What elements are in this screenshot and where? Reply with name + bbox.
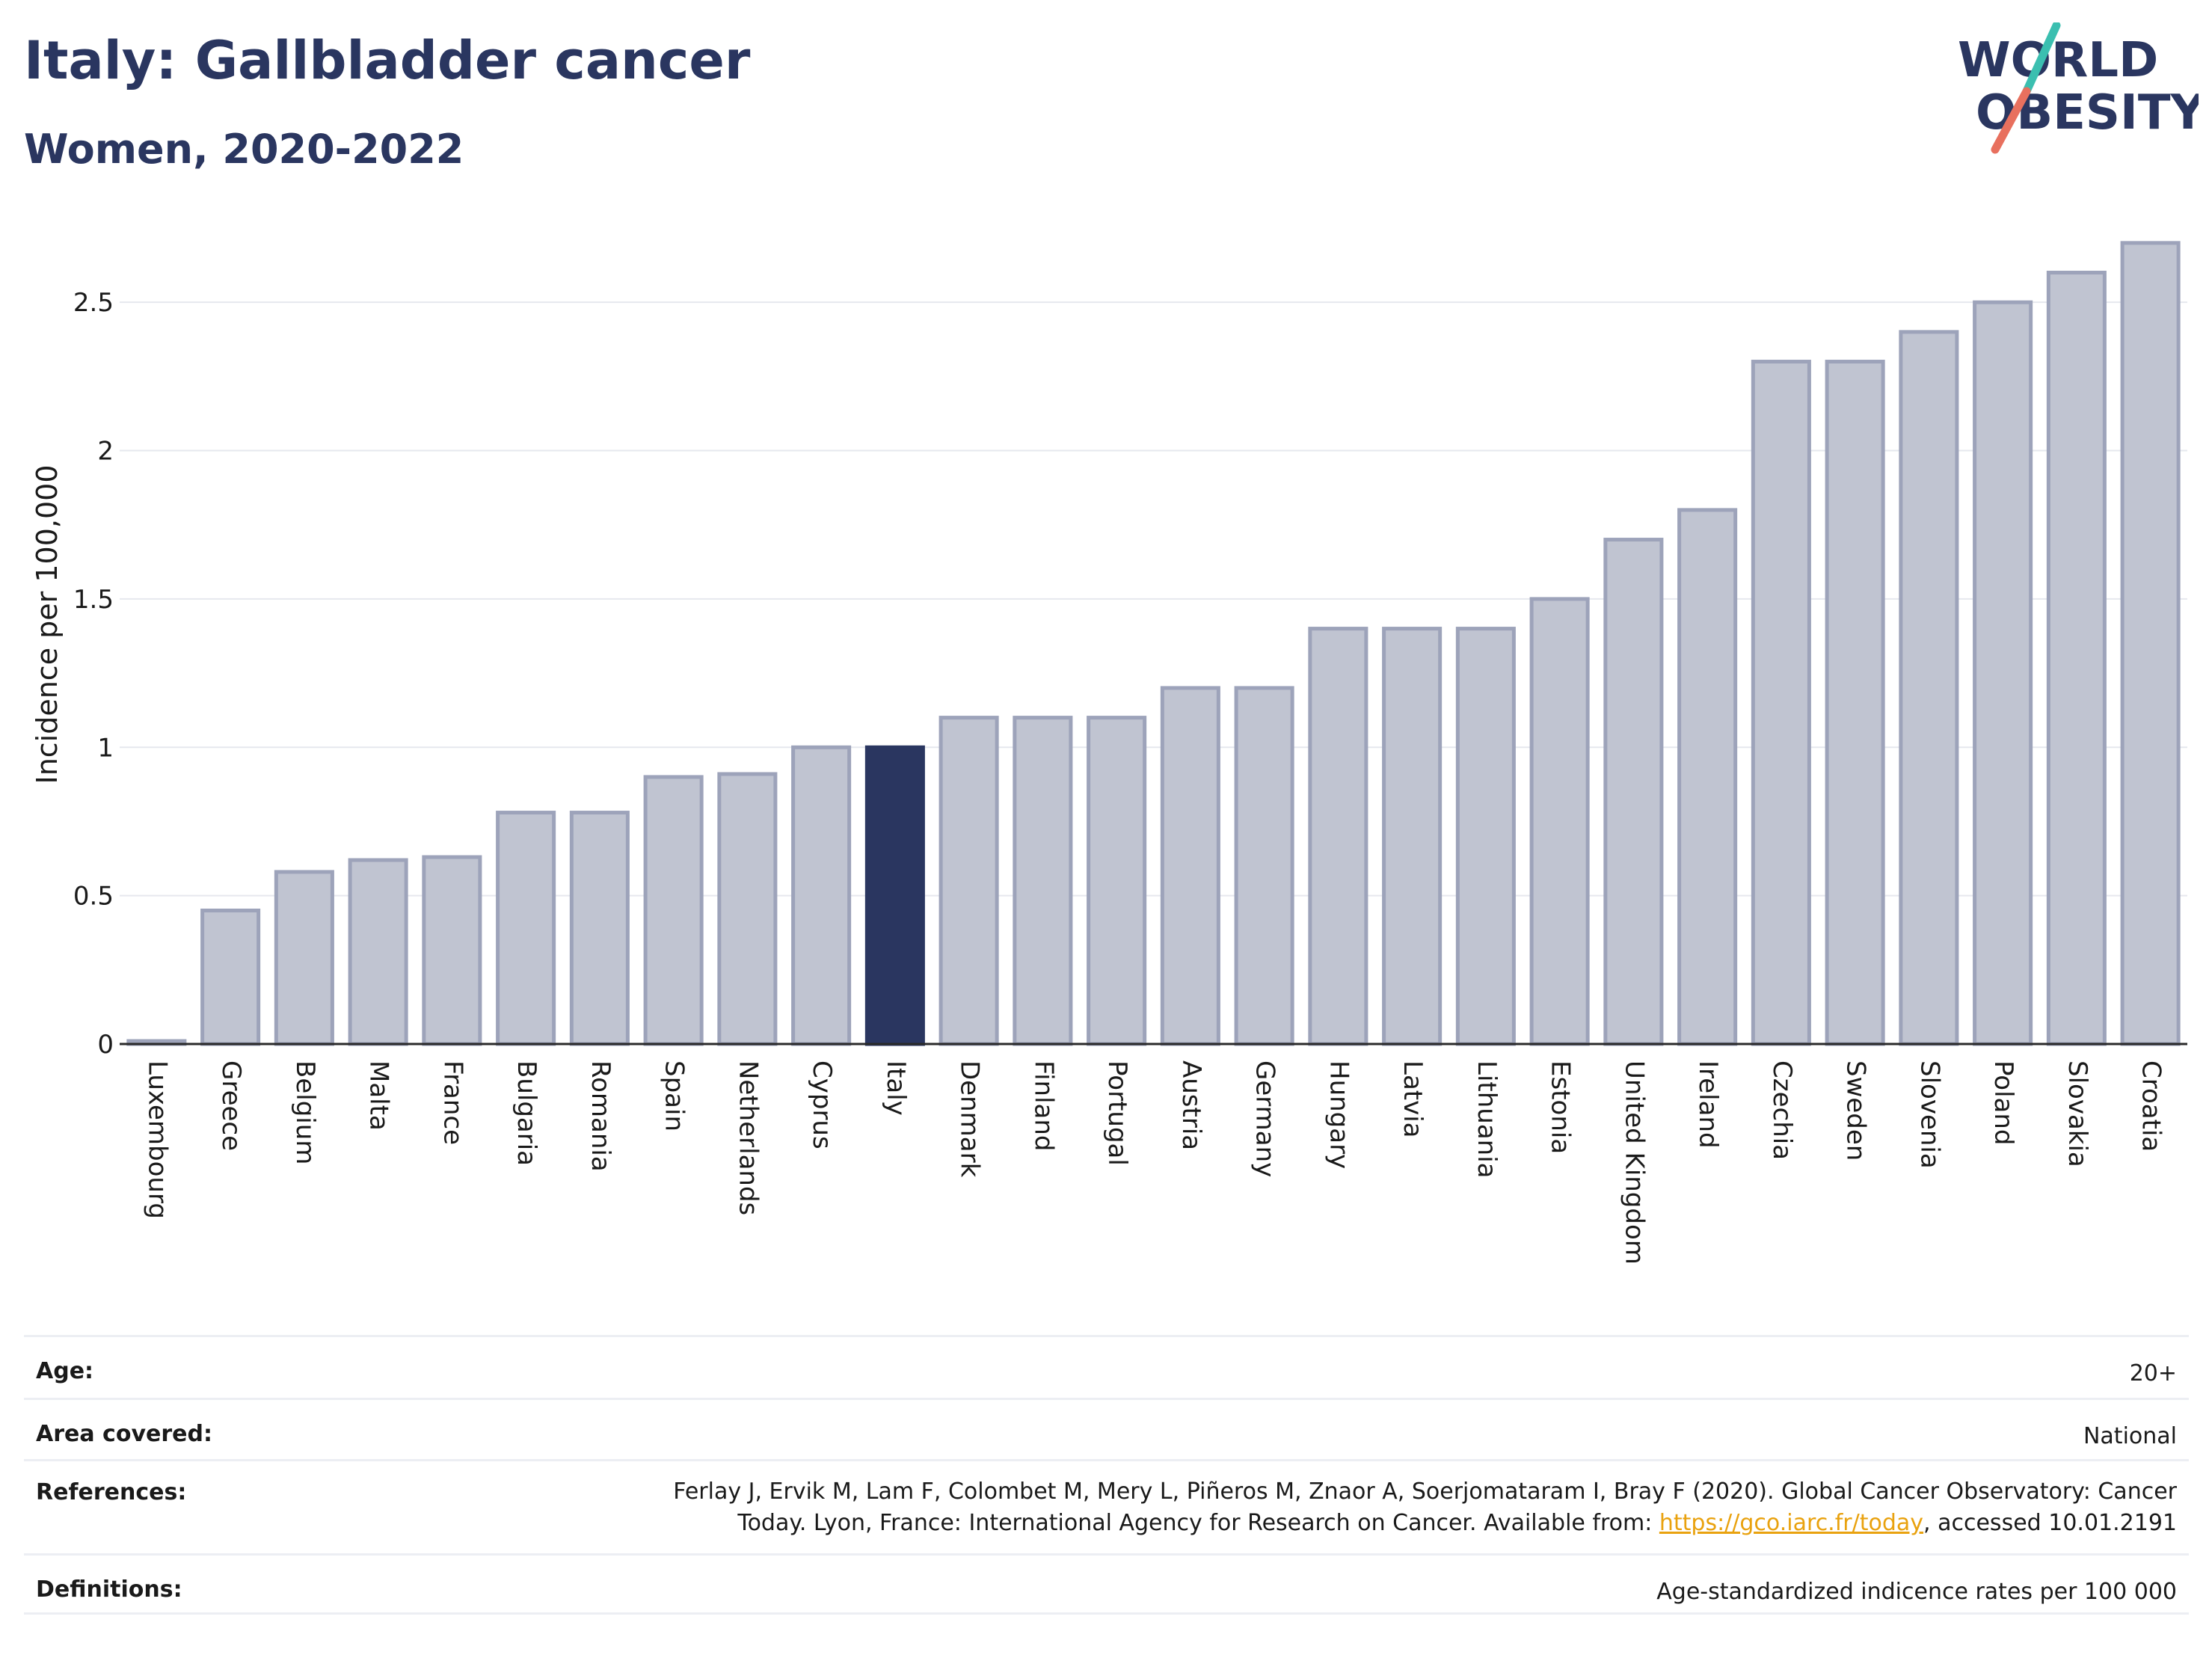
references-value: Ferlay J, Ervik M, Lam F, Colombet M, Me… [673, 1476, 2177, 1539]
x-tick-label: Poland [1988, 1060, 2018, 1146]
bar-estonia [1529, 597, 1590, 1046]
x-tick-labels: Luxembourg Greece Belgium Malta France Bulgar… [142, 1060, 2166, 1265]
bar-croatia [2120, 241, 2181, 1046]
bar-slovenia [1899, 330, 1959, 1046]
bars [126, 241, 2181, 1046]
x-tick-label: Latvia [1398, 1060, 1428, 1138]
bar-malta [348, 858, 408, 1046]
x-tick-label: Italy [881, 1060, 911, 1116]
logo-slash-coral [1991, 87, 2031, 154]
x-tick-label: Portugal [1102, 1060, 1132, 1166]
bar-denmark [938, 716, 999, 1046]
x-tick-label: Estonia [1546, 1060, 1576, 1154]
definitions-label: Definitions: [36, 1576, 182, 1603]
bar-czechia [1751, 360, 1811, 1046]
x-tick-label: Czechia [1767, 1060, 1797, 1160]
x-tick-label: France [437, 1060, 467, 1145]
bar-greece [200, 908, 261, 1046]
chart-title: Italy: Gallbladder cancer [24, 30, 751, 91]
bar-ireland [1677, 508, 1738, 1046]
y-tick-label: 0.5 [73, 882, 114, 912]
bar-netherlands [717, 772, 778, 1046]
bar-france [422, 855, 482, 1046]
y-tick-labels: 0 0.5 1 1.5 2 2.5 [73, 288, 114, 1060]
x-tick-label: Slovenia [1914, 1060, 1944, 1169]
bar-united-kingdom [1603, 538, 1664, 1046]
x-tick-label: Luxembourg [142, 1060, 172, 1219]
bar-chart: 0 0.5 1 1.5 2 2.5 Incidence per 100,000 Luxem… [31, 241, 2187, 1265]
info-row-age: Age: 20+ [24, 1335, 2189, 1398]
y-axis-label: Incidence per 100,000 [31, 464, 64, 784]
bar-spain [643, 775, 704, 1046]
bar-bulgaria [496, 811, 556, 1046]
logo-text-world: WORLD [1958, 33, 2158, 88]
x-tick-label: Croatia [2136, 1060, 2166, 1152]
bar-sweden [1825, 360, 1885, 1046]
bar-italy [864, 745, 925, 1046]
x-tick-label: Belgium [290, 1060, 320, 1164]
bar-belgium [274, 870, 334, 1046]
x-tick-label: Sweden [1841, 1060, 1871, 1161]
y-tick-label: 2 [97, 437, 114, 467]
x-tick-label: Bulgaria [511, 1060, 541, 1166]
area-value: National [2083, 1423, 2177, 1449]
logo-slash-teal [2022, 22, 2061, 96]
bar-latvia [1382, 627, 1443, 1046]
bar-hungary [1308, 627, 1368, 1046]
info-row-references: References: Ferlay J, Ervik M, Lam F, Co… [24, 1459, 2189, 1553]
x-tick-label: Slovakia [2062, 1060, 2092, 1167]
references-line2-prefix: Today. Lyon, France: International Agenc… [737, 1510, 1659, 1536]
y-tick-label: 1 [97, 733, 114, 763]
y-tick-label: 1.5 [73, 585, 114, 615]
age-label: Age: [36, 1358, 94, 1384]
x-tick-label: Lithuania [1472, 1060, 1502, 1178]
x-tick-label: Ireland [1693, 1060, 1723, 1149]
x-tick-label: Malta [364, 1060, 394, 1131]
chart-subtitle: Women, 2020-2022 [24, 126, 464, 173]
info-row-definitions: Definitions: Age-standardized indicence … [24, 1553, 2189, 1615]
bar-lithuania [1455, 627, 1516, 1046]
references-link[interactable]: https://gco.iarc.fr/today [1659, 1510, 1924, 1536]
definitions-value: Age-standardized indicence rates per 100… [1656, 1579, 2177, 1605]
references-line1: Ferlay J, Ervik M, Lam F, Colombet M, Me… [673, 1479, 2177, 1505]
x-tick-label: Cyprus [807, 1060, 837, 1149]
area-label: Area covered: [36, 1421, 212, 1447]
bar-austria [1160, 686, 1220, 1046]
x-tick-label: Spain [660, 1060, 689, 1132]
bar-finland [1013, 716, 1073, 1046]
y-tick-label: 2.5 [73, 288, 114, 318]
x-tick-label: Germany [1250, 1060, 1280, 1177]
world-obesity-logo: WORLD OBESITY [1958, 22, 2199, 154]
x-tick-label: United Kingdom [1619, 1060, 1649, 1265]
x-tick-label: Hungary [1324, 1060, 1354, 1169]
bar-poland [1973, 300, 2033, 1046]
y-tick-label: 0 [97, 1030, 114, 1060]
bar-romania [569, 811, 630, 1046]
x-tick-label: Greece [216, 1060, 246, 1151]
references-label: References: [36, 1479, 187, 1505]
x-tick-label: Finland [1028, 1060, 1058, 1152]
references-line2-suffix: , accessed 10.01.2191 [1923, 1510, 2177, 1536]
bar-germany [1234, 686, 1294, 1046]
age-value: 20+ [2129, 1360, 2177, 1387]
x-tick-label: Romania [586, 1060, 615, 1172]
x-tick-label: Austria [1176, 1060, 1206, 1150]
info-row-area: Area covered: National [24, 1398, 2189, 1459]
bar-portugal [1087, 716, 1147, 1046]
info-table: Age: 20+ Area covered: National Referenc… [24, 1335, 2189, 1615]
bar-cyprus [791, 745, 852, 1046]
bar-slovakia [2046, 271, 2107, 1046]
x-tick-label: Denmark [955, 1060, 985, 1178]
x-tick-label: Netherlands [733, 1060, 763, 1215]
